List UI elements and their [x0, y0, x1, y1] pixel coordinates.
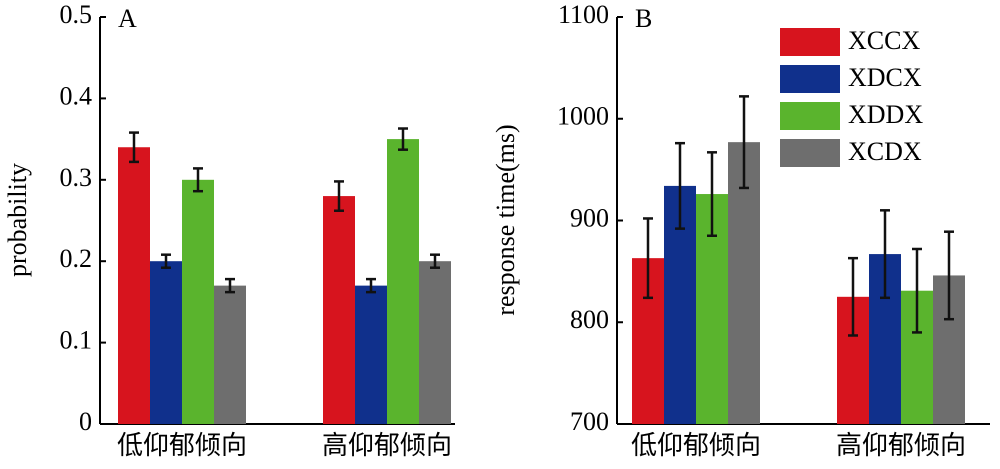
- error-bar: [334, 180, 344, 212]
- y-tick-label: 700: [570, 407, 609, 436]
- legend-label: XDCX: [848, 63, 922, 92]
- bar: [118, 147, 150, 425]
- y-tick-label: 1100: [558, 0, 609, 29]
- error-bar: [193, 167, 203, 193]
- y-tick-label: 0.3: [60, 163, 93, 192]
- legend-label: XDDX: [848, 100, 923, 129]
- y-tick-label: 0.2: [60, 244, 93, 273]
- error-bar: [643, 217, 653, 300]
- error-bar: [707, 151, 717, 238]
- error-bar: [129, 131, 139, 164]
- bar: [323, 196, 355, 424]
- x-tick-label: 高仰郁倾向: [836, 431, 966, 460]
- y-tick-label: 0.1: [60, 326, 93, 355]
- bar: [419, 261, 451, 424]
- bar: [387, 139, 419, 424]
- error-bar: [430, 253, 440, 269]
- y-tick-label: 800: [570, 305, 609, 334]
- x-tick-label: 低仰郁倾向: [117, 431, 247, 460]
- error-bar: [912, 247, 922, 334]
- y-tick-label: 1000: [557, 102, 609, 131]
- y-tick-label: 900: [570, 203, 609, 232]
- legend-label: XCCX: [848, 26, 920, 55]
- x-tick-label: 高仰郁倾向: [322, 431, 452, 460]
- legend-label: XCDX: [848, 137, 922, 166]
- error-bar: [880, 209, 890, 300]
- error-bar: [675, 141, 685, 230]
- error-bar: [366, 277, 376, 294]
- y-axis-title: probability: [3, 163, 32, 277]
- bar: [214, 285, 246, 424]
- bar: [150, 261, 182, 424]
- y-axis-title: response time(ms): [491, 124, 520, 315]
- y-tick-label: 0: [79, 407, 92, 436]
- legend-swatch: [780, 102, 840, 130]
- legend-swatch: [780, 65, 840, 93]
- error-bar: [848, 256, 858, 337]
- y-tick-label: 0.4: [60, 81, 93, 110]
- y-tick-label: 0.5: [60, 0, 93, 29]
- bar: [355, 285, 387, 424]
- bar: [182, 179, 214, 424]
- panel-label: A: [118, 4, 137, 33]
- error-bar: [398, 127, 408, 151]
- legend-swatch: [780, 28, 840, 56]
- panel-label: B: [635, 4, 652, 33]
- x-tick-label: 低仰郁倾向: [631, 431, 761, 460]
- legend-swatch: [780, 139, 840, 167]
- error-bar: [225, 277, 235, 294]
- error-bar: [739, 95, 749, 190]
- error-bar: [944, 230, 954, 321]
- error-bar: [161, 253, 171, 269]
